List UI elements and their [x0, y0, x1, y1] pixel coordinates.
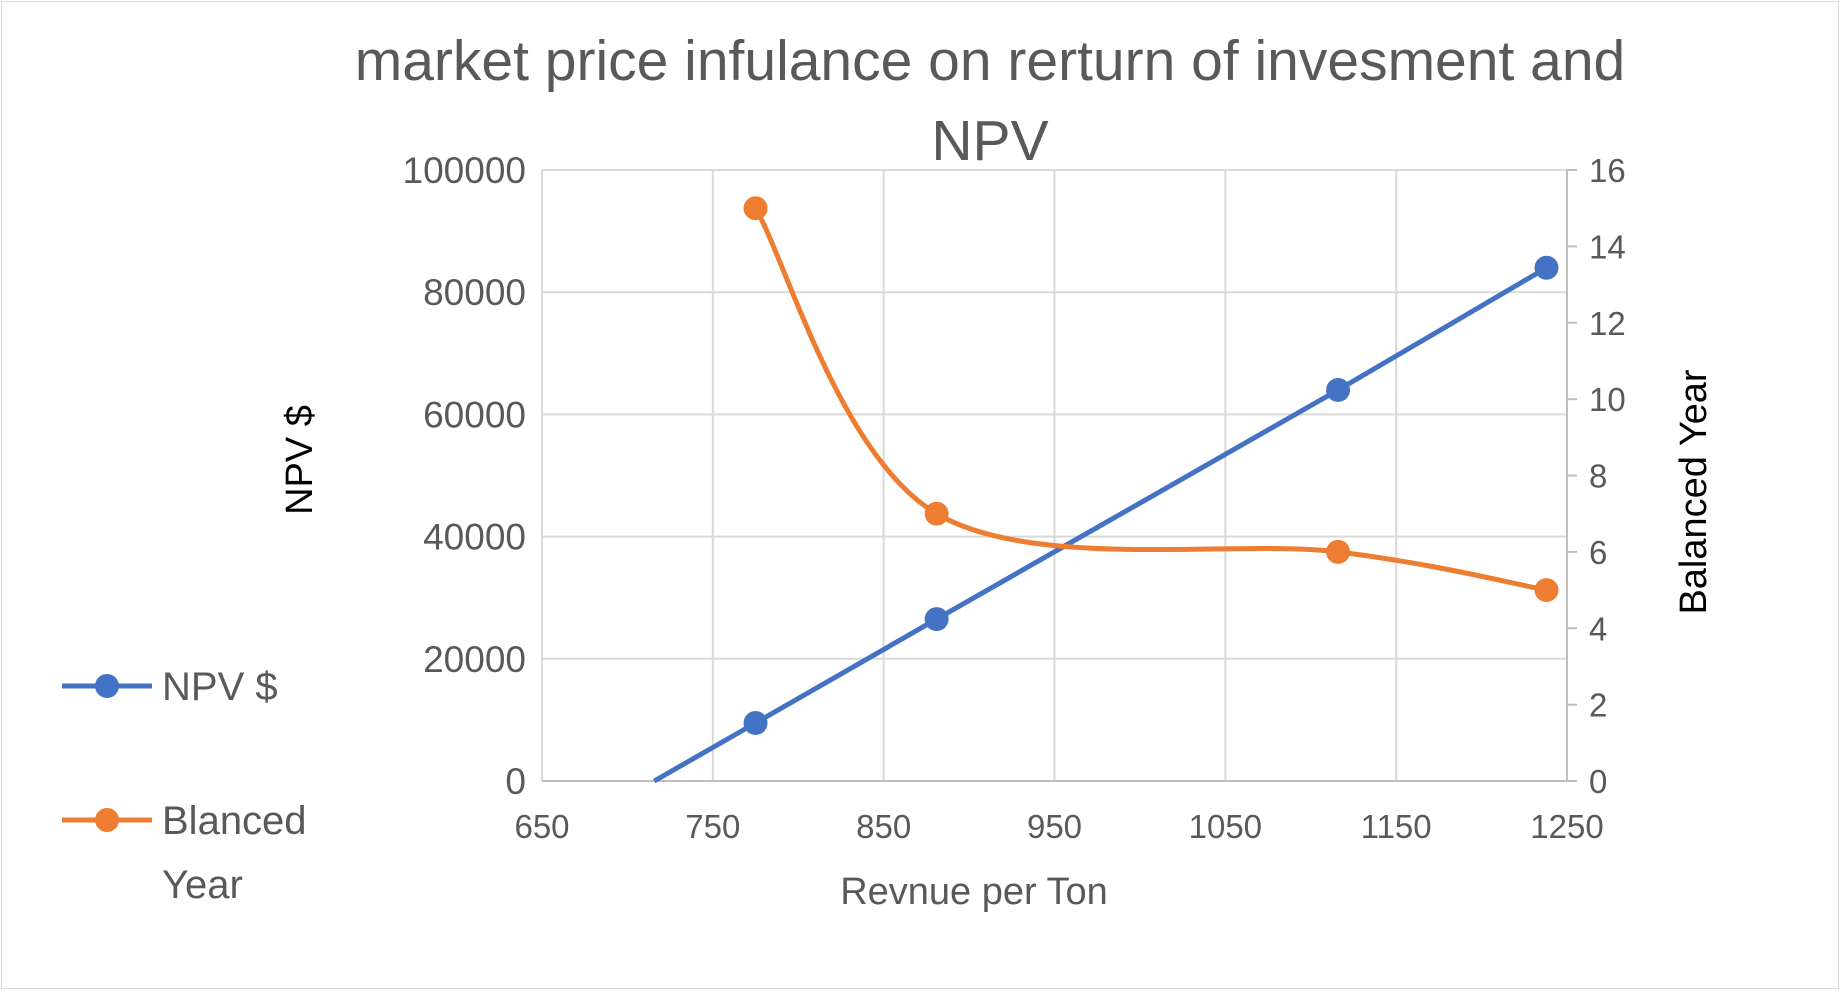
series-blanced-year-marker	[924, 501, 949, 526]
x-axis-title: Revnue per Ton	[840, 871, 1108, 913]
legend-swatch-marker	[95, 808, 119, 832]
series-layer	[653, 196, 1559, 784]
series-npv-line	[653, 265, 1548, 784]
legend-item-npv: NPV $	[62, 665, 278, 709]
legend: NPV $ Blanced Year	[62, 665, 307, 907]
y-right-tick-label: 8	[1589, 458, 1607, 495]
x-axis-ticks: 650 750 850 950 1050 1150 1250	[514, 808, 1603, 845]
series-npv-marker	[924, 607, 949, 632]
legend-item-blanced-year: Blanced Year	[62, 799, 307, 907]
y-right-tick-label: 6	[1589, 534, 1607, 571]
legend-label-blanced-year-line-2: Year	[162, 863, 243, 907]
y-right-tick-label: 14	[1589, 228, 1626, 265]
y-left-tick-label: 60000	[423, 394, 526, 435]
series-blanced-year-marker	[1326, 539, 1351, 564]
series-npv-marker	[743, 710, 768, 735]
y-right-tick-label: 16	[1589, 152, 1626, 189]
legend-label-npv: NPV $	[162, 665, 278, 709]
y-right-tick-label: 12	[1589, 305, 1626, 342]
y-left-axis-ticks: 0 20000 40000 60000 80000 100000	[403, 150, 526, 802]
y-left-tick-label: 0	[505, 761, 526, 802]
y-left-tick-label: 40000	[423, 517, 526, 558]
chart-title-line-1: market price infulance on rerturn of inv…	[355, 29, 1625, 93]
x-tick-label: 650	[514, 808, 569, 845]
series-blanced-year-line	[753, 206, 1547, 593]
y-right-tick-label: 4	[1589, 610, 1607, 647]
legend-label-blanced-year-line-1: Blanced	[162, 799, 307, 843]
y-left-tick-label: 80000	[423, 272, 526, 313]
x-tick-label: 1050	[1189, 808, 1262, 845]
series-blanced-year-marker	[743, 196, 768, 221]
y-left-axis-title: NPV $	[279, 405, 321, 515]
series-npv-marker	[1534, 255, 1559, 280]
x-tick-label: 750	[685, 808, 740, 845]
x-tick-label: 850	[856, 808, 911, 845]
y-right-tick-label: 2	[1589, 687, 1607, 724]
legend-swatch-marker	[95, 674, 119, 698]
chart-title-line-2: NPV	[931, 109, 1048, 173]
gridlines	[542, 169, 1567, 781]
axes	[541, 169, 1577, 782]
x-tick-label: 1150	[1361, 808, 1432, 845]
y-right-tick-label: 0	[1589, 763, 1607, 800]
x-tick-label: 1250	[1530, 808, 1603, 845]
y-left-tick-label: 20000	[423, 639, 526, 680]
y-right-tick-label: 10	[1589, 381, 1626, 418]
series-npv-marker	[1326, 377, 1351, 402]
x-tick-label: 950	[1027, 808, 1082, 845]
series-blanced-year-marker	[1534, 578, 1559, 603]
y-right-axis-title: Balanced Year	[1673, 369, 1715, 614]
y-right-axis-ticks: 0 2 4 6 8 10 12 14 16	[1589, 152, 1626, 800]
y-left-tick-label: 100000	[403, 150, 526, 191]
